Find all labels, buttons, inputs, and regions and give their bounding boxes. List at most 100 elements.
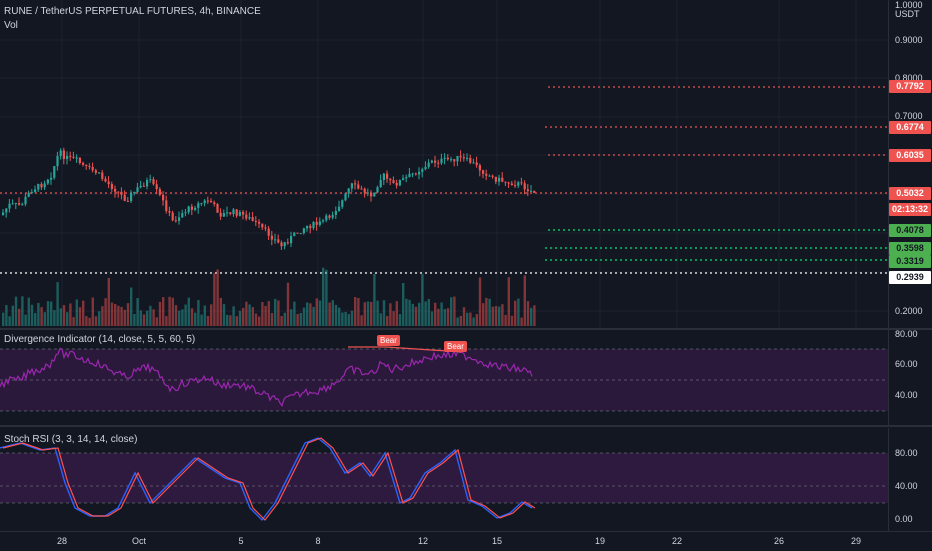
stoch-rsi-svg[interactable] — [0, 428, 888, 531]
stoch-axis[interactable]: 80.00 40.00 0.00 — [888, 428, 932, 531]
candle-body — [450, 159, 453, 161]
candle-body — [414, 173, 417, 175]
candle-body — [322, 220, 325, 222]
candle-body — [40, 183, 43, 188]
volume-bar — [69, 303, 72, 326]
price-tag-support: 0.4078 — [889, 224, 931, 237]
candle-body — [178, 217, 181, 221]
candle-body — [168, 211, 171, 213]
candle-body — [149, 179, 152, 181]
candle-body — [34, 189, 37, 192]
volume-bar — [14, 296, 18, 326]
candle-body — [219, 212, 222, 217]
candle-body — [334, 211, 337, 215]
volume-bar — [306, 302, 309, 326]
volume-bar — [488, 298, 491, 326]
volume-bar — [405, 298, 408, 326]
volume-bar — [533, 305, 536, 326]
time-axis[interactable]: 28 Oct 5 8 12 15 19 22 26 29 — [0, 531, 932, 551]
volume-bar — [478, 277, 482, 326]
candle-body — [430, 160, 433, 163]
candle-body — [494, 176, 497, 182]
volume-bar — [334, 304, 338, 326]
volume-bar — [37, 303, 40, 326]
candle-body — [504, 181, 507, 183]
candle-body — [216, 204, 219, 213]
candle-body — [402, 178, 405, 181]
candle-body — [152, 179, 155, 185]
volume-bar — [520, 317, 523, 326]
candle-body — [261, 223, 264, 228]
volume-bar — [168, 296, 171, 326]
stoch-rsi-pane[interactable]: Stoch RSI (3, 3, 14, 14, close) — [0, 428, 888, 531]
candle-body — [379, 179, 382, 188]
candle-body — [347, 188, 350, 194]
candle-body — [238, 211, 241, 216]
volume-bar — [248, 304, 251, 326]
candle-body — [5, 208, 8, 213]
volume-bar — [110, 302, 114, 326]
candle-body — [88, 166, 91, 168]
volume-bar — [174, 305, 178, 326]
candle-body — [427, 162, 430, 167]
candle-body — [312, 221, 315, 229]
volume-bar — [72, 317, 75, 326]
pane-separator[interactable] — [0, 425, 932, 427]
volume-bar — [440, 302, 443, 326]
candle-body — [85, 164, 88, 167]
time-tick: 19 — [594, 536, 606, 546]
volume-bar — [398, 314, 402, 326]
price-axis[interactable]: 1.0000 USDT 0.9000 0.8000 0.7000 0.2000 — [888, 0, 932, 328]
pane-separator[interactable] — [0, 328, 932, 330]
volume-bar — [328, 302, 331, 326]
volume-bar — [469, 312, 472, 326]
volume-bar — [184, 304, 187, 326]
candle-body — [376, 187, 379, 193]
volume-bar — [504, 314, 507, 326]
candle-body — [325, 215, 328, 221]
candle-body — [382, 173, 385, 180]
volume-bar — [414, 306, 418, 326]
divergence-indicator-pane[interactable]: Divergence Indicator (14, close, 5, 5, 6… — [0, 330, 888, 425]
divergence-axis[interactable]: 80.00 60.00 40.00 — [888, 329, 932, 425]
price-chart-pane[interactable]: RUNE / TetherUS PERPETUAL FUTURES, 4h, B… — [0, 0, 888, 328]
divergence-indicator-svg[interactable] — [0, 330, 888, 425]
volume-bar — [238, 310, 242, 326]
candle-body — [299, 233, 302, 235]
volume-bar — [347, 314, 350, 326]
volume-bar — [446, 308, 450, 326]
candle-body — [386, 173, 389, 179]
volume-bar — [98, 311, 101, 326]
volume-bar — [350, 310, 354, 326]
volume-bar — [242, 307, 245, 326]
volume-bar — [418, 302, 421, 326]
volume-bar — [152, 309, 155, 326]
volume-bar — [213, 273, 216, 326]
volume-bar — [133, 313, 136, 326]
candle-body — [296, 232, 299, 234]
volume-bar — [402, 282, 405, 326]
candle-body — [485, 173, 488, 176]
candle-body — [328, 215, 331, 218]
candle-body — [181, 213, 184, 218]
volume-bar — [21, 296, 24, 326]
candle-body — [408, 173, 411, 178]
current-price-tag: 0.5032 — [889, 187, 931, 200]
candle-body — [56, 155, 59, 167]
candle-body — [197, 203, 200, 208]
candle-body — [194, 207, 197, 210]
price-chart-svg[interactable] — [0, 0, 888, 328]
volume-bar — [94, 316, 98, 326]
candle-body — [293, 232, 296, 237]
price-tick: 0.8000 — [895, 73, 923, 83]
volume-bar — [11, 305, 14, 326]
volume-bar — [91, 297, 94, 326]
rsi-tick: 40.00 — [895, 390, 918, 400]
candle-body — [472, 162, 475, 164]
bear-divergence-label: Bear — [444, 341, 467, 352]
volume-bar — [389, 303, 392, 326]
candle-body — [104, 178, 107, 182]
candle-body — [165, 200, 168, 212]
candle-body — [411, 173, 414, 175]
volume-bar — [226, 314, 229, 326]
